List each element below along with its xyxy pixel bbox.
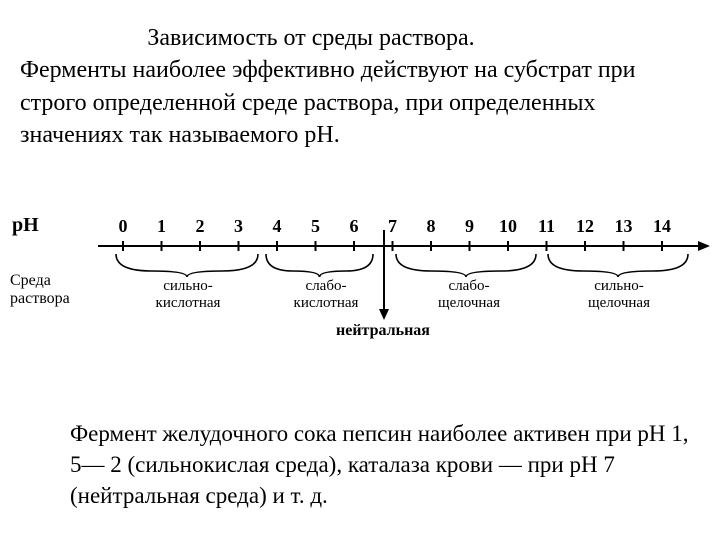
tick-number: 12 xyxy=(573,216,597,237)
neutral-label: нейтральная xyxy=(328,322,438,340)
tick-number: 13 xyxy=(612,216,636,237)
tick-number: 7 xyxy=(381,216,405,237)
tick-number: 4 xyxy=(265,216,289,237)
tick-number: 2 xyxy=(188,216,212,237)
region-label: слабо- щелочная xyxy=(414,278,524,313)
footer-text: Фермент желудочного сока пепсин наиболее… xyxy=(70,418,690,511)
env-header: Среда раствора xyxy=(10,272,70,309)
tick-number: 3 xyxy=(227,216,251,237)
tick-number: 5 xyxy=(304,216,328,237)
tick-number: 8 xyxy=(419,216,443,237)
region-label: сильно- кислотная xyxy=(128,278,248,313)
tick-number: 14 xyxy=(650,216,674,237)
tick-number: 0 xyxy=(111,216,135,237)
intro-block: Зависимость от среды раствора. Ферменты … xyxy=(20,22,702,152)
intro-text: Ферменты наиболее эффективно действуют н… xyxy=(20,54,702,151)
tick-number: 11 xyxy=(535,216,559,237)
tick-number: 6 xyxy=(342,216,366,237)
ph-scale-diagram: рН Среда раствора 01234567891011121314 с… xyxy=(8,200,712,370)
title: Зависимость от среды раствора. xyxy=(20,22,702,54)
tick-number: 10 xyxy=(496,216,520,237)
tick-number: 1 xyxy=(150,216,174,237)
region-label: слабо- кислотная xyxy=(276,278,376,313)
ph-axis-label: рН xyxy=(12,214,39,237)
region-label: сильно- щелочная xyxy=(564,278,674,313)
tick-number: 9 xyxy=(458,216,482,237)
